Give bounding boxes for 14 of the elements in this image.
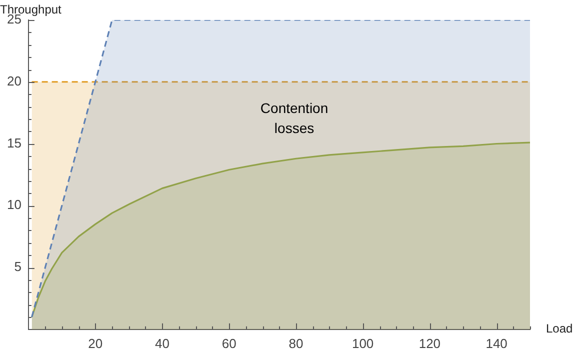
x-tick-label: 80 <box>288 336 304 351</box>
y-tick-label: 5 <box>14 259 22 274</box>
x-axis-title: Load <box>546 322 573 336</box>
y-tick-label: 20 <box>6 73 22 88</box>
y-tick-label: 10 <box>6 197 22 212</box>
x-tick-label: 60 <box>222 336 236 351</box>
x-tick-label: 120 <box>418 336 441 351</box>
y-axis-title: Throughput <box>0 2 62 16</box>
y-tick-label: 15 <box>6 135 22 150</box>
x-tick-label: 20 <box>88 336 103 351</box>
annotation: Contention losses <box>260 100 328 136</box>
x-tick-label: 40 <box>154 336 170 351</box>
x-tick-label: 100 <box>352 336 374 351</box>
x-tick-label: 140 <box>486 336 508 351</box>
